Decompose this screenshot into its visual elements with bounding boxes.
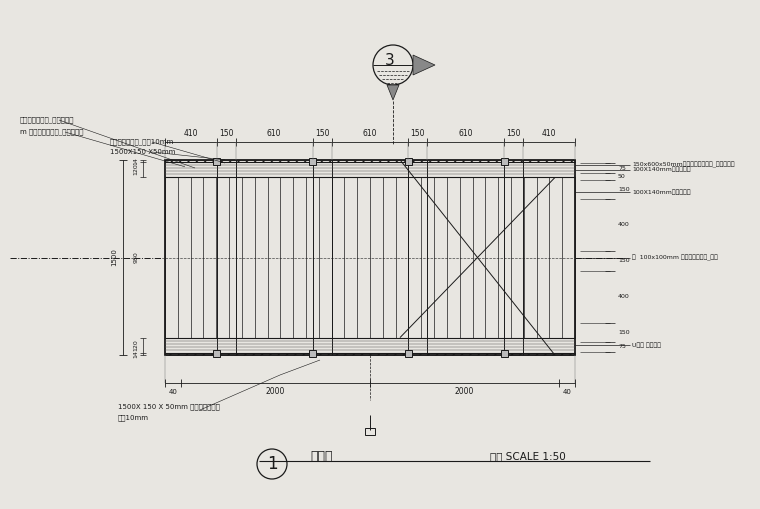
Text: 比例 SCALE 1:50: 比例 SCALE 1:50 [490, 451, 565, 461]
Text: 610: 610 [458, 129, 473, 138]
Text: 14: 14 [134, 157, 138, 165]
Text: 2000: 2000 [455, 387, 474, 397]
Text: 400: 400 [618, 222, 630, 228]
Bar [501, 350, 508, 357]
Text: 40: 40 [169, 389, 177, 395]
Bar [405, 350, 412, 357]
Polygon shape [413, 55, 435, 75]
Bar [365, 428, 375, 435]
Text: 1: 1 [267, 455, 277, 473]
Text: 150: 150 [219, 129, 233, 138]
Text: 150: 150 [315, 129, 329, 138]
Text: 120: 120 [134, 340, 138, 351]
Bar [214, 350, 220, 357]
Text: 410: 410 [184, 129, 198, 138]
Text: 50: 50 [618, 174, 625, 179]
Bar [309, 158, 316, 165]
Text: 100X140mm工字钢横梁: 100X140mm工字钢横梁 [632, 167, 691, 173]
Text: 中  100x100mm 稀子柚防腐木柱_黑色: 中 100x100mm 稀子柚防腐木柱_黑色 [632, 254, 718, 261]
Text: 100X140mm工字钢横梁: 100X140mm工字钢横梁 [632, 190, 691, 195]
Text: 150: 150 [410, 129, 425, 138]
Text: 120: 120 [134, 164, 138, 176]
Text: m 稀子柚防腐木柱_黑色漆饰面: m 稀子柚防腐木柱_黑色漆饰面 [20, 129, 84, 135]
Bar [501, 158, 508, 165]
Text: 14: 14 [134, 350, 138, 358]
Text: 610: 610 [267, 129, 281, 138]
Text: 1500: 1500 [111, 248, 117, 266]
Bar [165, 160, 575, 355]
Text: 稀子柚防腐木枋_铰缝10mm: 稀子柚防腐木枋_铰缝10mm [110, 138, 174, 146]
Text: 150: 150 [618, 187, 629, 192]
Text: U型钢 螺栓固定: U型钢 螺栓固定 [632, 342, 661, 348]
Bar [165, 353, 575, 355]
Text: 1500X150 X50mm: 1500X150 X50mm [110, 149, 176, 155]
Bar [214, 158, 220, 165]
Text: 980: 980 [134, 251, 138, 263]
Bar [405, 158, 412, 165]
Text: 150x600x50mm稀子柚防腐木封板_黑色漆饰面: 150x600x50mm稀子柚防腐木封板_黑色漆饰面 [632, 162, 735, 168]
Text: 400: 400 [618, 294, 630, 299]
Text: 铰缝10mm: 铰缝10mm [118, 415, 149, 421]
Text: 150: 150 [618, 258, 629, 263]
Bar [309, 350, 316, 357]
Text: 150: 150 [618, 330, 629, 335]
Text: 40: 40 [562, 389, 572, 395]
Polygon shape [387, 85, 399, 100]
Text: 3: 3 [385, 52, 395, 68]
Text: 千柚防腐木护栏_黑色漆饰面: 千柚防腐木护栏_黑色漆饰面 [20, 117, 74, 123]
Text: 1500X 150 X 50mm 稀子柚防腐木枋: 1500X 150 X 50mm 稀子柚防腐木枋 [118, 404, 220, 410]
Text: 75: 75 [618, 165, 626, 171]
Bar [165, 160, 575, 162]
Text: 2000: 2000 [266, 387, 285, 397]
Text: 平面图: 平面图 [310, 449, 333, 463]
Text: 75: 75 [618, 345, 626, 349]
Text: 610: 610 [363, 129, 377, 138]
Text: 410: 410 [542, 129, 556, 138]
Text: 150: 150 [507, 129, 521, 138]
